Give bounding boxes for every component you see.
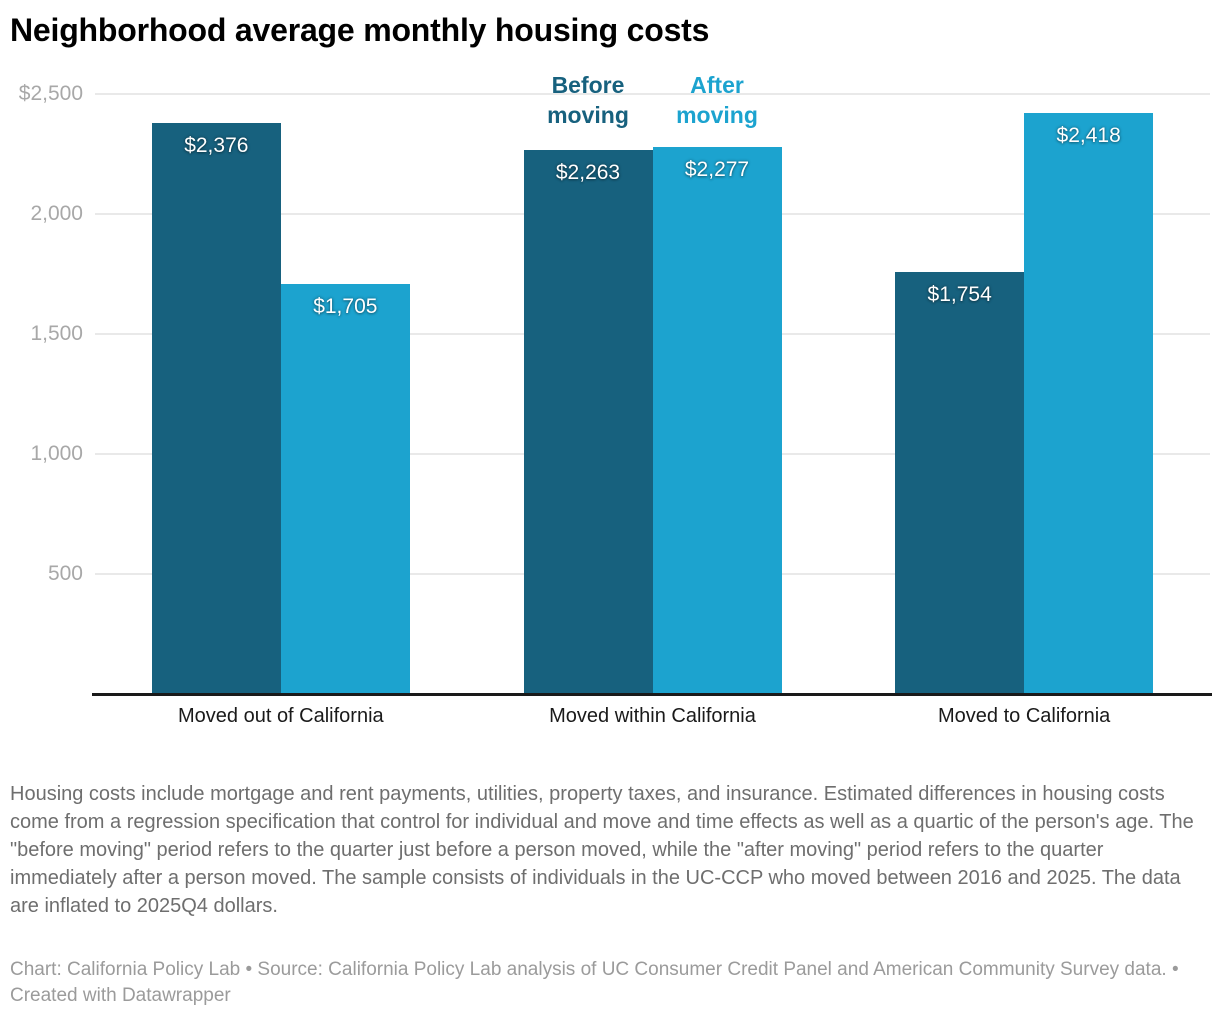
y-tick-label: 1,000 <box>30 442 83 465</box>
bar-value-label: $2,418 <box>1056 123 1121 147</box>
bar-value-label: $2,263 <box>555 160 621 184</box>
y-tick-label: 2,000 <box>30 202 83 225</box>
x-category-label: Moved to California <box>938 705 1111 727</box>
y-tick-label: 1,500 <box>30 322 83 345</box>
bar-after-moving <box>1024 112 1154 693</box>
gridline <box>95 93 1210 95</box>
y-tick-label: 500 <box>47 562 83 585</box>
bar-value-label: $2,376 <box>184 133 249 157</box>
bar-value-label: $1,754 <box>927 283 992 307</box>
chart-notes: Housing costs include mortgage and rent … <box>10 783 1194 917</box>
bar-after-moving <box>652 146 782 693</box>
chart-title: Neighborhood average monthly housing cos… <box>10 12 710 48</box>
bar-after-moving <box>280 283 410 693</box>
x-category-label: Moved within California <box>549 705 756 727</box>
plot-area: Before moving After moving $2,500 2,000 1,… <box>18 72 1212 727</box>
x-category-label: Moved out of California <box>177 705 384 727</box>
legend-before-moving: Before moving <box>547 72 629 128</box>
x-axis-line <box>92 693 1212 696</box>
bar-value-label: $2,277 <box>684 157 750 181</box>
bar-before-moving <box>895 272 1025 693</box>
chart-attribution: Chart: California Policy Lab • Source: C… <box>10 959 1179 1006</box>
bar-value-label: $1,705 <box>313 294 378 318</box>
bar-before-moving <box>151 122 281 693</box>
legend-after-moving: After moving <box>676 72 758 128</box>
y-tick-label: $2,500 <box>18 82 83 105</box>
bar-before-moving <box>523 149 653 693</box>
